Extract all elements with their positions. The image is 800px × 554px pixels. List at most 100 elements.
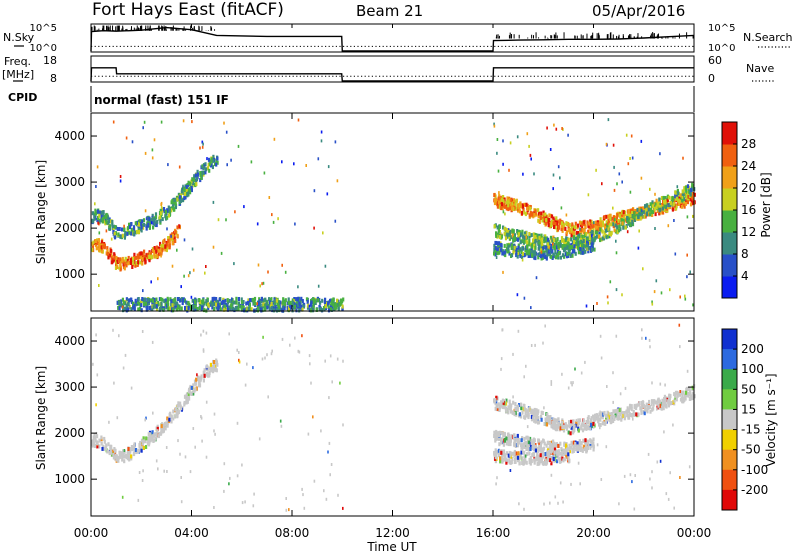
power-cell (512, 207, 515, 212)
power-cell (124, 233, 127, 238)
power-cell (633, 211, 636, 216)
power-cell (501, 249, 504, 254)
velocity-cell (589, 418, 592, 423)
power-cell (658, 197, 661, 202)
power-cell (656, 202, 659, 207)
power-cell (557, 165, 560, 169)
velocity-cell (279, 419, 282, 423)
power-cell (210, 302, 213, 307)
velocity-cell (612, 371, 614, 375)
velocity-cell (580, 423, 583, 428)
power-cell (262, 298, 265, 303)
power-cell (498, 191, 500, 195)
velocity-cell (158, 431, 161, 436)
velocity-cell (336, 357, 339, 361)
power-cell (663, 207, 666, 212)
velocity-colorbar-swatch (722, 449, 737, 471)
velocity-cell (570, 381, 572, 385)
velocity-cell (532, 411, 535, 416)
velocity-cell (612, 419, 615, 423)
power-cell (628, 216, 631, 221)
power-cell (91, 244, 94, 249)
power-cell (550, 222, 553, 227)
velocity-cell (679, 390, 681, 393)
power-cell (152, 225, 155, 230)
power-cell (566, 251, 569, 256)
velocity-cell (140, 448, 143, 453)
power-cell (178, 165, 181, 169)
velocity-cell (507, 442, 510, 447)
velocity-cell (664, 398, 667, 403)
power-cell (210, 158, 213, 163)
power-cell (107, 255, 110, 260)
power-cell (155, 249, 158, 254)
power-cell (186, 306, 189, 311)
power-cell (320, 139, 323, 143)
power-cell (523, 236, 527, 241)
power-cell (638, 229, 640, 233)
velocity-cell (112, 453, 115, 457)
power-cell (686, 191, 689, 195)
power-cell (545, 256, 548, 261)
velocity-cell (527, 415, 530, 420)
velocity-cell (575, 418, 578, 422)
power-cell (616, 225, 619, 230)
velocity-cell (527, 407, 530, 412)
power-cell (235, 300, 238, 305)
power-cell (190, 295, 193, 299)
power-cell (139, 255, 143, 260)
power-cell (511, 243, 514, 248)
power-cell (167, 205, 170, 210)
velocity-cell (329, 473, 331, 477)
velocity-cell (117, 458, 120, 463)
power-cell (174, 230, 177, 234)
power-cell (501, 251, 504, 256)
power-cell (94, 239, 97, 244)
velocity-colorbar-tick-label: -15 (741, 423, 761, 437)
y-tick-label: 2000 (54, 221, 85, 235)
power-colorbar-tick-label: 16 (741, 203, 756, 217)
velocity-cell (669, 401, 672, 406)
power-cell (604, 228, 608, 233)
velocity-cell (601, 415, 604, 420)
velocity-cell (303, 506, 306, 510)
velocity-cell (616, 412, 619, 417)
velocity-cell (180, 476, 182, 479)
power-cell (557, 251, 560, 255)
power-cell (235, 306, 238, 310)
power-cell (555, 255, 558, 260)
power-cell (259, 284, 261, 288)
power-cell (560, 206, 563, 210)
power-cell (585, 243, 588, 248)
power-cell (502, 199, 505, 204)
velocity-cell (497, 453, 500, 458)
velocity-cell (548, 441, 551, 446)
velocity-cell (223, 462, 226, 466)
power-cell (659, 152, 661, 156)
velocity-cell (168, 417, 171, 422)
velocity-cell (585, 449, 588, 453)
power-cell (237, 144, 240, 148)
power-cell (225, 218, 227, 222)
power-cell (145, 253, 148, 258)
velocity-cell (528, 451, 531, 456)
velocity-cell (121, 495, 124, 499)
velocity-cell (518, 412, 521, 417)
power-cell (571, 240, 574, 245)
velocity-cell (567, 386, 570, 390)
power-cell (183, 192, 186, 196)
power-cell (173, 236, 176, 241)
power-cell (111, 226, 114, 230)
power-cell (118, 227, 121, 231)
power-cell (167, 213, 170, 218)
power-cell (196, 169, 199, 174)
power-cell (138, 224, 141, 229)
velocity-cell (534, 414, 537, 419)
velocity-cell (111, 449, 114, 454)
velocity-cell (523, 507, 525, 511)
velocity-cell (124, 353, 127, 357)
power-cell (267, 304, 271, 308)
power-cell (283, 302, 286, 307)
velocity-cell (501, 459, 504, 464)
velocity-cell (531, 446, 534, 451)
